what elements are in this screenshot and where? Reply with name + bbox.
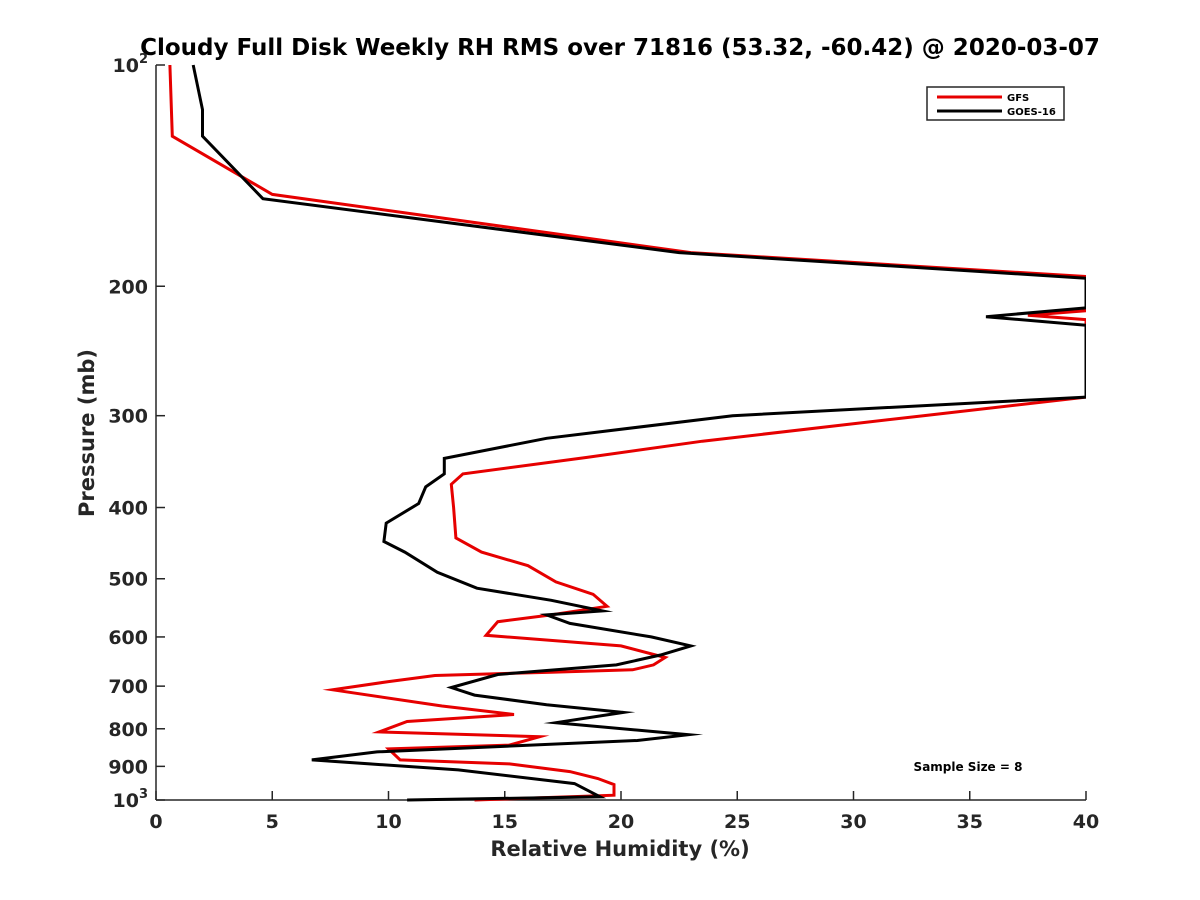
sample-size-annotation: Sample Size = 8 <box>914 760 1023 774</box>
x-tick-label: 30 <box>840 811 866 833</box>
y-tick-label: 103 <box>113 787 149 812</box>
x-tick-label: 0 <box>149 811 162 833</box>
x-tick-label: 10 <box>375 811 401 833</box>
series-line-gfs <box>168 64 1086 802</box>
y-tick-label: 400 <box>108 498 148 520</box>
chart-title: Cloudy Full Disk Weekly RH RMS over 7181… <box>140 35 1100 61</box>
legend-box <box>926 86 1065 121</box>
x-tick-label: 15 <box>492 811 518 833</box>
legend-label: GOES-16 <box>1007 107 1056 118</box>
x-tick-label: 20 <box>608 811 634 833</box>
x-tick-label: 5 <box>266 811 279 833</box>
y-tick-label: 102 <box>113 52 149 77</box>
axes: 0 5 10 15 20 25 30 35 40 102 200 300 400 500 600 700 800… <box>108 52 1099 833</box>
series-lines <box>168 64 1086 802</box>
legend-label: GFS <box>1007 93 1029 104</box>
x-tick-label: 25 <box>724 811 750 833</box>
series-line-goes-16 <box>191 64 1086 802</box>
y-tick-label: 300 <box>108 406 148 428</box>
legend: GFS GOES-16 <box>926 86 1065 121</box>
x-tick-label: 40 <box>1073 811 1099 833</box>
y-axis-label: Pressure (mb) <box>75 349 99 517</box>
y-tick-label: 500 <box>108 569 148 591</box>
y-tick-label: 800 <box>108 719 148 741</box>
y-tick-label: 700 <box>108 676 148 698</box>
x-axis-label: Relative Humidity (%) <box>490 837 749 861</box>
y-tick-label: 600 <box>108 627 148 649</box>
y-tick-label: 900 <box>108 756 148 778</box>
x-tick-label: 35 <box>957 811 983 833</box>
y-tick-label: 200 <box>108 276 148 298</box>
